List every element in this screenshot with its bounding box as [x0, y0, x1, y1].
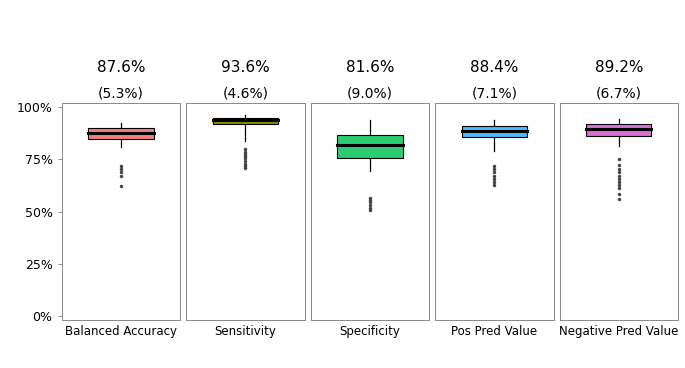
FancyBboxPatch shape: [586, 124, 651, 136]
Text: (4.6%): (4.6%): [223, 87, 269, 101]
Text: 89.2%: 89.2%: [595, 60, 643, 75]
Text: 88.4%: 88.4%: [470, 60, 519, 75]
Text: (7.1%): (7.1%): [471, 87, 517, 101]
Text: (5.3%): (5.3%): [98, 87, 144, 101]
FancyBboxPatch shape: [213, 118, 278, 124]
FancyBboxPatch shape: [462, 125, 527, 138]
Text: 87.6%: 87.6%: [97, 60, 145, 75]
FancyBboxPatch shape: [337, 135, 403, 158]
Text: (9.0%): (9.0%): [347, 87, 393, 101]
Text: 93.6%: 93.6%: [221, 60, 270, 75]
Text: 81.6%: 81.6%: [346, 60, 394, 75]
FancyBboxPatch shape: [88, 128, 153, 139]
Text: (6.7%): (6.7%): [596, 87, 642, 101]
